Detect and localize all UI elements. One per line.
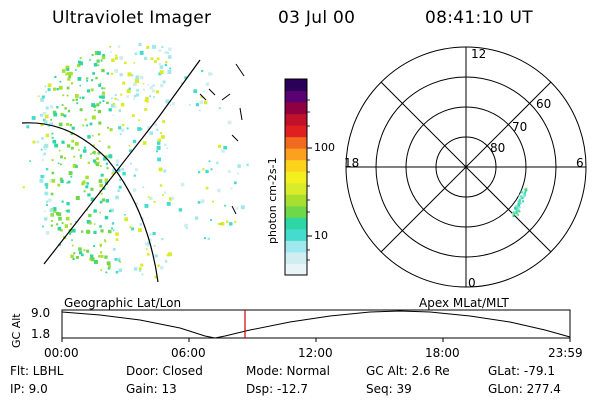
colorbar-swatch [285, 125, 307, 138]
colorbar-swatch [285, 251, 307, 264]
info-gcalt: GC Alt: 2.6 Re [366, 364, 450, 378]
timeline-left-title: Geographic Lat/Lon [64, 296, 182, 310]
timeline-right-title: Apex MLat/MLT [419, 296, 509, 310]
timeline-x-tick-4: 23:59 [548, 346, 583, 360]
polar-aurora [512, 187, 528, 218]
uv-image-panel [21, 42, 249, 283]
colorbar-swatch [285, 217, 307, 230]
colorbar-swatch [285, 263, 307, 276]
timeline-x-tick-1: 06:00 [171, 346, 206, 360]
colorbar-swatch [285, 171, 307, 184]
colorbar-label: photon cm-2s-1 [266, 157, 279, 244]
info-flt: Flt: LBHL [10, 364, 64, 378]
timeline-x-tick-2: 12:00 [298, 346, 333, 360]
timeline-y-label: GC Alt [10, 313, 23, 348]
colorbar-swatch [285, 90, 307, 103]
info-seq: Seq: 39 [366, 382, 412, 396]
info-glon: GLon: 277.4 [488, 382, 561, 396]
colorbar-swatch [285, 205, 307, 218]
colorbar-tick-10: 10 [314, 229, 328, 242]
info-glat: GLat: -79.1 [488, 364, 555, 378]
limb-marks [199, 63, 245, 215]
lat-label-60: 60 [536, 97, 552, 111]
info-ip: IP: 9.0 [10, 382, 48, 396]
colorbar-swatch [285, 240, 307, 253]
colorbar-swatch [285, 113, 307, 126]
time-label: 08:41:10 UT [425, 8, 533, 28]
date-label: 03 Jul 00 [278, 8, 356, 28]
info-dsp: Dsp: -12.7 [246, 382, 309, 396]
colorbar-swatch [285, 159, 307, 172]
timeline-y-tick-top: 9.0 [31, 306, 51, 320]
lat-label-70: 70 [512, 120, 528, 134]
info-gain: Gain: 13 [126, 382, 177, 396]
info-door: Door: Closed [126, 364, 203, 378]
colorbar [284, 78, 312, 276]
colorbar-swatch [285, 194, 307, 207]
instrument-title: Ultraviolet Imager [52, 8, 212, 28]
colorbar-swatch [285, 136, 307, 149]
timeline-y-tick-bottom: 1.8 [31, 327, 51, 341]
info-mode: Mode: Normal [246, 364, 330, 378]
graticule-lines [21, 59, 201, 283]
lat-label-80: 80 [490, 141, 506, 155]
altitude-timeline [61, 309, 571, 342]
colorbar-swatch [285, 148, 307, 161]
aurora-speckle [22, 42, 249, 279]
mlt-label-0: 0 [468, 276, 476, 290]
colorbar-swatch [285, 79, 307, 92]
colorbar-tick-100: 100 [314, 141, 335, 154]
colorbar-swatch [285, 102, 307, 115]
timeline-x-tick-0: 00:00 [44, 346, 79, 360]
colorbar-swatch [285, 228, 307, 241]
timeline-x-tick-3: 18:00 [425, 346, 460, 360]
polar-plot [345, 46, 587, 288]
mlt-label-6: 6 [576, 156, 584, 170]
mlt-label-12: 12 [471, 47, 487, 61]
colorbar-swatch [285, 182, 307, 195]
mlt-label-18: 18 [344, 156, 360, 170]
